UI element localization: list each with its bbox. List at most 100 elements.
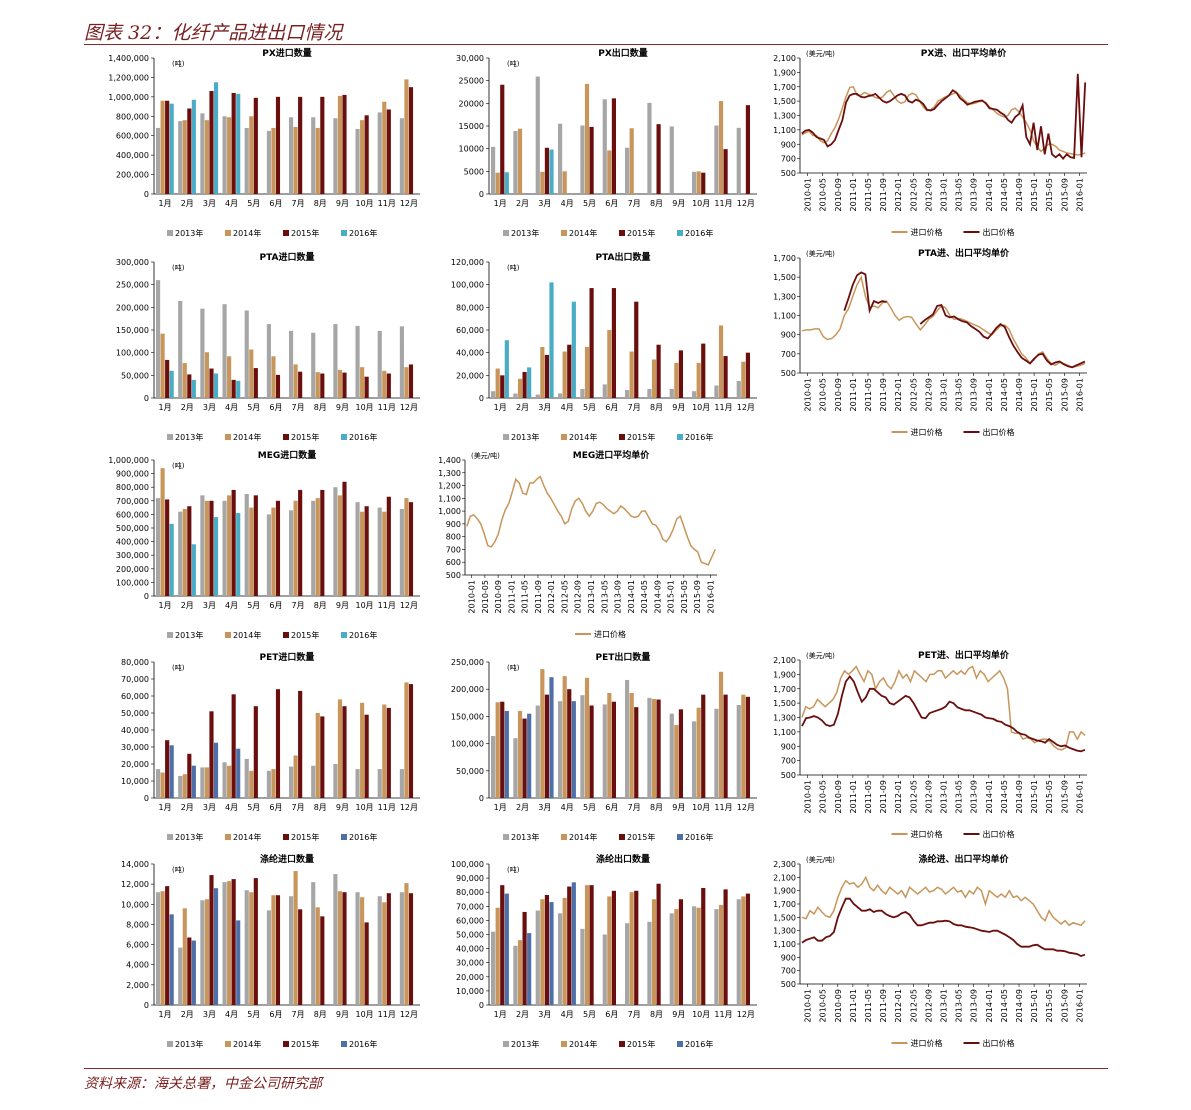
chart-0-bar-2014年-6月 [271,127,276,194]
chart-8-ytick-label: 50,000 [121,709,149,718]
chart-6-legend-label: 2015年 [291,630,319,640]
chart-7-xtick-label: 2016-01 [706,580,715,613]
chart-1-xtick-label: 5月 [583,199,596,208]
chart-12-bar-2013年-5月 [580,928,585,1005]
chart-11-ytick-label: 12,000 [121,880,149,889]
chart-9-bar-2014年-10月 [696,707,701,798]
chart-8-bar-2013年-12月 [399,769,404,798]
chart-11-bar-2015年-4月 [231,879,236,1005]
chart-11-bar-2014年-5月 [249,892,254,1005]
chart-4-bar-2016年-4月 [571,301,576,398]
chart-2-ytick-label: 1,700 [773,83,796,92]
chart-6-bar-2013年-12月 [399,508,404,596]
chart-8-bar-2013年-8月 [311,765,316,798]
chart-12-bar-2013年-4月 [558,913,563,1005]
chart-3-xtick-label: 4月 [225,403,238,412]
chart-0-bar-2016年-2月 [191,99,196,194]
chart-8-ytick-label: 70,000 [121,675,149,684]
chart-11-xtick-label: 5月 [247,1010,260,1019]
chart-5-svg: PTA进、出口平均单价 (美元/吨) 500 700 900 1,100 1,300 1,50… [773,247,1087,437]
chart-11-bar-2013年-8月 [311,882,316,1005]
chart-0-bar-2015年-10月 [364,115,369,194]
chart-12-ytick-label: 60,000 [456,916,484,925]
chart-3-bar-2013年-9月 [333,324,338,398]
chart-3-bar-2013年-2月 [178,300,183,398]
chart-3-ytick-label: 150,000 [116,326,149,335]
chart-3-legend-swatch-2015年 [283,434,289,440]
chart-9-bar-2015年-5月 [589,705,594,798]
chart-13-ytick-label: 2,300 [773,860,796,869]
chart-4-bar-2015年-7月 [634,301,639,398]
chart-12-legend-swatch-2013年 [503,1041,509,1047]
chart-6-xtick-label: 12月 [400,601,418,610]
chart-8-xtick-label: 4月 [225,803,238,812]
chart-8-ytick-label: 20,000 [121,760,149,769]
chart-7-xtick-label: 2014-05 [640,580,649,613]
chart-13-xtick-label: 2012-01 [894,989,903,1022]
chart-11-ytick-label: 14,000 [121,860,149,869]
chart-pet-unit-price: PET进、出口平均单价 (美元/吨) 500 700 900 1,100 1,300 1,50… [760,648,1095,843]
chart-12-xtick-label: 8月 [650,1010,663,1019]
chart-6-bar-2014年-7月 [293,500,298,596]
chart-9-bar-2015年-8月 [656,699,661,798]
chart-11-ytick-label: 4,000 [126,961,149,970]
chart-6-ytick-label: 900,000 [116,470,149,479]
chart-11-bar-2014年-2月 [182,908,187,1005]
chart-1-legend-label: 2015年 [627,228,655,238]
chart-4-bar-2014年-5月 [584,347,590,398]
chart-2-xtick-label: 2014-09 [1015,178,1024,211]
chart-8-xtick-label: 12月 [400,803,418,812]
chart-8-xtick-label: 11月 [378,803,396,812]
chart-11-bar-2014年-9月 [337,891,343,1005]
chart-12-ytick-label: 50,000 [456,931,484,940]
chart-9-ytick-label: 50,000 [456,767,484,776]
chart-4-ytick-label: 0 [479,394,484,403]
chart-0-bar-2014年-3月 [204,120,210,194]
chart-8-legend-swatch-2015年 [283,834,289,840]
chart-0-bar-2015年-9月 [342,94,347,194]
chart-0-bar-2015年-7月 [298,96,303,194]
chart-11-bar-2016年-2月 [191,940,196,1005]
chart-8-bar-2014年-3月 [204,767,210,798]
chart-5-ytick-label: 700 [781,350,796,359]
chart-1-bar-2014年-3月 [540,171,545,194]
chart-7-xtick-label: 2011-05 [521,580,530,613]
chart-9-bar-2014年-9月 [674,725,679,798]
chart-6-bar-2013年-11月 [377,507,382,596]
chart-8-legend-label: 2016年 [349,832,377,842]
chart-8-bar-2016年-1月 [169,745,174,798]
chart-8-svg: PET进口数量 (吨) 0 10,000 20,000 30,000 40,000 50,00… [121,651,420,842]
chart-11-xtick-label: 10月 [355,1010,373,1019]
chart-13-title: 涤纶进、出口平均单价 [918,853,1009,865]
chart-5-xtick-label: 2013-01 [940,378,949,411]
chart-3-bar-2014年-2月 [182,363,187,398]
chart-8-bar-2014年-6月 [271,769,276,798]
chart-6-ytick-label: 800,000 [116,483,149,492]
chart-8-bar-2013年-9月 [333,764,338,798]
chart-0-bar-2014年-8月 [315,127,320,194]
chart-10-xtick-label: 2012-01 [894,780,903,813]
chart-4-bar-2014年-11月 [718,325,724,398]
chart-3-xtick-label: 1月 [159,403,172,412]
chart-11-bar-2013年-11月 [377,896,382,1005]
chart-8-bar-2014年-5月 [249,770,254,798]
chart-8-bar-2014年-2月 [182,774,187,798]
chart-1-xtick-label: 2月 [516,199,529,208]
chart-9-xtick-label: 9月 [672,803,685,812]
chart-0-bar-2015年-11月 [386,109,391,194]
chart-9-xtick-label: 5月 [583,803,596,812]
chart-6-bar-2014年-11月 [382,511,387,596]
chart-11-title: 涤纶进口数量 [260,853,314,865]
chart-6-ytick-label: 600,000 [116,510,149,519]
chart-12-bar-2015年-10月 [701,887,706,1005]
chart-8-bar-2015年-6月 [275,689,281,798]
chart-13-svg: 涤纶进、出口平均单价 (美元/吨) 500 700 900 1,100 1,300 1,500… [773,853,1087,1048]
chart-8-xtick-label: 10月 [355,803,373,812]
chart-11-bar-2014年-7月 [293,871,298,1005]
chart-4-bar-2015年-2月 [522,371,527,398]
chart-12-bar-2013年-7月 [625,923,630,1005]
chart-1-ytick-label: 5000 [464,167,484,176]
chart-9-legend-label: 2013年 [511,832,539,842]
chart-1-xtick-label: 9月 [672,199,685,208]
chart-12-bar-2014年-9月 [674,909,679,1005]
